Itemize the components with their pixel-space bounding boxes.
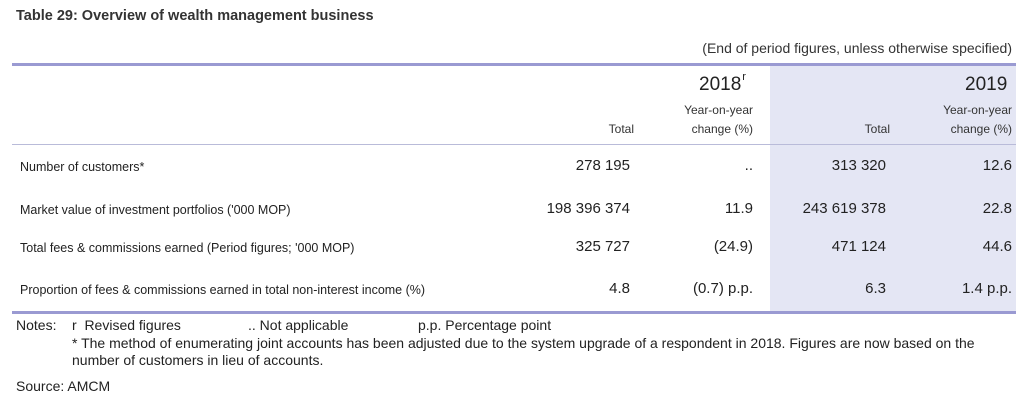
cell-yoy-2019: 12.6: [982, 157, 1012, 174]
row-label: Market value of investment portfolios ('…: [20, 203, 291, 217]
cell-total-2019: 471 124: [831, 238, 886, 255]
cell-total-2019: 313 320: [831, 157, 886, 174]
source-line: Source: AMCM: [16, 378, 111, 394]
cell-yoy-2019: 1.4 p.p.: [961, 280, 1012, 297]
cell-total-2018: 198 396 374: [546, 200, 630, 217]
table-subtitle: (End of period figures, unless otherwise…: [702, 40, 1012, 56]
col-yoy-line2: change (%): [950, 122, 1012, 136]
notes-prefix: Notes:: [16, 317, 57, 333]
col-yoy-line1: Year-on-year: [943, 103, 1012, 117]
col-yoy-line1: Year-on-year: [684, 103, 753, 117]
year-label: 2019: [965, 74, 1008, 95]
note-not-applicable: .. Not applicable: [248, 317, 349, 333]
cell-yoy-2018: (0.7) p.p.: [692, 280, 753, 297]
row-label: Proportion of fees & commissions earned …: [20, 283, 426, 297]
row-label: Number of customers*: [20, 160, 145, 174]
cell-total-2019: 6.3: [865, 280, 886, 297]
col-total-2019: Total: [864, 122, 890, 136]
cell-total-2019: 243 619 378: [802, 200, 886, 217]
cell-total-2018: 325 727: [575, 238, 630, 255]
cell-yoy-2018: (24.9): [713, 238, 753, 255]
year-2019-shading: [770, 64, 1016, 311]
cell-yoy-2018: ..: [744, 157, 753, 174]
year-header-2019: 2019: [965, 74, 1007, 96]
col-yoy-line2: change (%): [691, 122, 753, 136]
cell-yoy-2019: 22.8: [982, 200, 1012, 217]
year-label: 2018: [699, 74, 742, 95]
header-divider: [12, 144, 1016, 145]
cell-total-2018: 4.8: [609, 280, 630, 297]
table-top-rule: [12, 63, 1016, 66]
col-total-2018: Total: [608, 122, 634, 136]
revised-marker: r: [742, 71, 746, 83]
note-percentage-point: p.p. Percentage point: [418, 317, 552, 333]
year-header-2018: 2018r: [699, 71, 746, 96]
note-revised: r Revised figures: [72, 317, 181, 333]
cell-yoy-2018: 11.9: [724, 200, 753, 217]
col-yoy-2019: Year-on-year change (%): [943, 101, 1012, 139]
table-bottom-rule: [12, 311, 1016, 314]
table-title: Table 29: Overview of wealth management …: [16, 8, 374, 24]
cell-yoy-2019: 44.6: [982, 238, 1012, 255]
row-label: Total fees & commissions earned (Period …: [20, 241, 355, 255]
col-yoy-2018: Year-on-year change (%): [684, 101, 753, 139]
cell-total-2018: 278 195: [575, 157, 630, 174]
footnote: * The method of enumerating joint accoun…: [72, 335, 975, 368]
